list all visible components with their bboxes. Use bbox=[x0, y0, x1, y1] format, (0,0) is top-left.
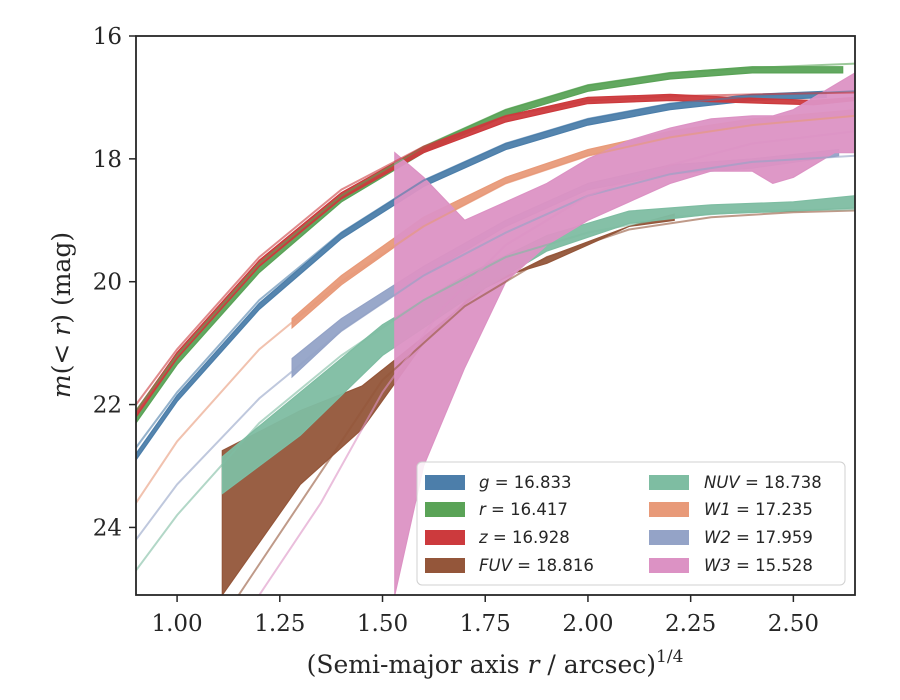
x-tick-label: 2.00 bbox=[562, 611, 613, 637]
legend-swatch-z bbox=[425, 530, 465, 545]
y-tick-label: 22 bbox=[93, 393, 122, 419]
legend-label-w3: W3 = 15.528 bbox=[704, 556, 813, 575]
legend: g = 16.833 r = 16.417 z = 16.928 FUV = 18.8… bbox=[416, 461, 846, 586]
model-line-nuv bbox=[136, 208, 855, 571]
legend-label-g: g = 16.833 bbox=[479, 473, 572, 492]
x-tick-label: 1.50 bbox=[357, 611, 408, 637]
model-line-w3 bbox=[258, 130, 855, 595]
legend-swatch-w2 bbox=[649, 530, 689, 545]
plot-frame bbox=[135, 35, 856, 596]
legend-box bbox=[416, 461, 846, 586]
x-tick-label: 1.75 bbox=[460, 611, 511, 637]
legend-label-z: z = 16.928 bbox=[478, 528, 570, 547]
y-axis-ticks: 16 18 20 22 24 bbox=[93, 24, 136, 541]
legend-swatch-nuv bbox=[649, 475, 689, 490]
legend-swatch-fuv bbox=[425, 558, 465, 573]
model-line-z bbox=[136, 91, 855, 406]
model-line-g bbox=[136, 90, 855, 449]
x-tick-label: 1.25 bbox=[254, 611, 305, 637]
y-tick-label: 16 bbox=[93, 24, 122, 50]
model-line-w1 bbox=[136, 114, 855, 504]
x-tick-label: 1.00 bbox=[151, 611, 202, 637]
legend-label-w1: W1 = 17.235 bbox=[704, 500, 813, 519]
series-model-lines bbox=[136, 62, 855, 595]
model-line-r bbox=[136, 62, 855, 412]
legend-swatch-g bbox=[425, 475, 465, 490]
x-tick-label: 2.25 bbox=[665, 611, 716, 637]
y-axis-label: m(< r) (mag) bbox=[47, 232, 76, 398]
x-axis-label: (Semi-major axis r / arcsec)1/4 bbox=[307, 647, 684, 679]
legend-label-nuv: NUV = 18.738 bbox=[704, 473, 822, 492]
legend-label-w2: W2 = 17.959 bbox=[704, 528, 813, 547]
model-line-fuv bbox=[237, 209, 855, 595]
legend-swatch-r bbox=[425, 502, 465, 517]
x-tick-label: 2.50 bbox=[768, 611, 819, 637]
y-tick-label: 24 bbox=[93, 515, 122, 541]
band-w3 bbox=[394, 72, 855, 595]
legend-swatch-w3 bbox=[649, 558, 689, 573]
legend-swatch-w1 bbox=[649, 502, 689, 517]
legend-label-fuv: FUV = 18.816 bbox=[479, 556, 594, 575]
x-axis-ticks: 1.00 1.25 1.50 1.75 2.00 2.25 2.50 bbox=[151, 595, 819, 637]
y-tick-label: 20 bbox=[93, 270, 122, 296]
y-tick-label: 18 bbox=[93, 147, 122, 173]
legend-label-r: r = 16.417 bbox=[479, 500, 568, 519]
model-line-w2 bbox=[136, 154, 855, 541]
